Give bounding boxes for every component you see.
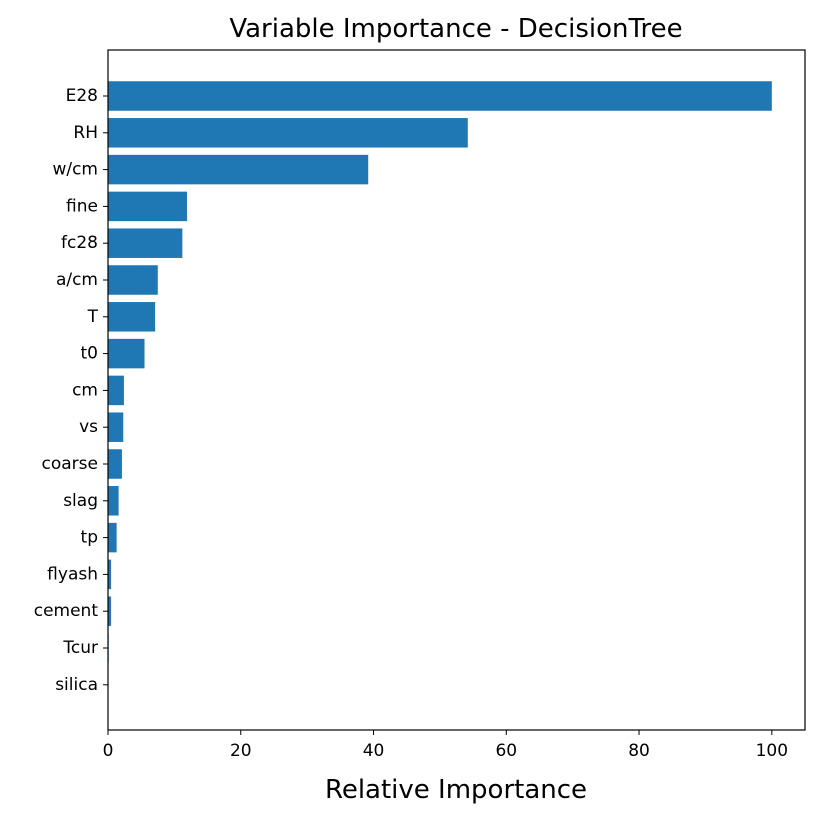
x-tick-label-0: 0 [103,741,114,761]
y-tick-label-slag: slag [63,491,98,511]
x-tick-label-60: 60 [495,741,517,761]
bar-slag [108,486,119,516]
bar-e28 [108,81,772,111]
y-tick-label-tcur: Tcur [62,638,98,658]
y-tick-label-fc28: fc28 [61,233,98,253]
ticks-layer: E28 RH w/cm fine fc28 a/cm Tt0 cm vs coarse slag tp… [34,86,788,761]
y-tick-label-rh: RH [73,123,98,143]
bars-layer [108,81,772,700]
y-tick-label-vs: vs [79,417,98,437]
chart-title: Variable Importance - DecisionTree [229,14,682,44]
bar-flyash [108,559,111,590]
y-tick-label-fine: fine [66,196,98,216]
plot-frame [107,49,806,731]
bar-rh [108,118,468,148]
y-tick-label-cm: cm [72,380,98,400]
bar-w-cm [108,154,369,185]
bar-cm [108,375,124,406]
y-tick-label-coarse: coarse [42,454,98,474]
y-tick-label-tp: tp [81,528,98,548]
x-tick-label-100: 100 [756,741,788,761]
bar-vs [108,412,124,442]
y-tick-label-w-cm: w/cm [52,160,98,180]
x-tick-label-80: 80 [628,741,650,761]
y-tick-label-silica: silica [55,675,98,695]
bar-t0 [108,338,145,369]
y-tick-label-t0: t0 [81,344,98,364]
bar-a-cm [108,265,158,295]
y-tick-label-cement: cement [34,601,99,621]
bar-t [108,302,156,332]
x-tick-label-20: 20 [230,741,252,761]
y-tick-label-t: T [87,307,99,327]
bar-tp [108,522,117,553]
x-tick-label-40: 40 [363,741,385,761]
bar-fc28 [108,228,183,258]
y-tick-label-e28: E28 [66,86,98,106]
y-tick-label-flyash: flyash [47,564,98,584]
bar-fine [108,191,187,222]
x-axis-label: Relative Importance [325,775,587,805]
bar-coarse [108,449,122,479]
bar-cement [108,596,111,626]
y-tick-label-a-cm: a/cm [56,270,98,290]
